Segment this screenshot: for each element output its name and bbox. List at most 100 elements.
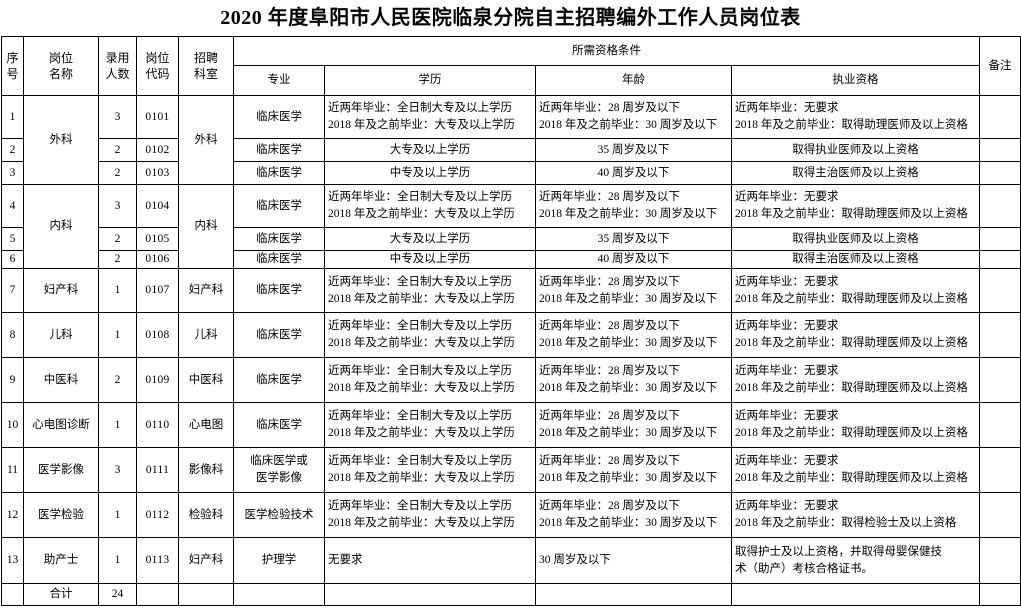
cell-remark — [979, 138, 1021, 162]
cell-major: 临床医学 — [233, 268, 325, 313]
cell-remark — [979, 492, 1021, 538]
cell-education: 无要求 — [324, 537, 536, 584]
cell-department: 检验科 — [178, 492, 234, 538]
cell-seq: 1 — [1, 95, 24, 139]
cell-education: 大专及以上学历 — [324, 227, 536, 251]
cell-remark — [979, 402, 1021, 448]
cell-post-name: 内科 — [23, 184, 99, 269]
cell-post-name: 中医科 — [23, 357, 99, 403]
cell-post-name: 助产士 — [23, 537, 99, 584]
cell-post-code: 0104 — [136, 184, 179, 228]
cell-post-name: 心电图诊断 — [23, 402, 99, 448]
cell-remark — [979, 268, 1021, 313]
major-line: 临床医学或 — [250, 455, 308, 468]
table-total-row: 合计 24 — [1, 583, 1021, 606]
license-line: 术（助产）考核合格证书。 — [735, 562, 873, 575]
cell-age: 近两年毕业：28 周岁及以下 2018 年及之前毕业：30 周岁及以下 — [535, 184, 732, 228]
header-post-name-line2: 名称 — [48, 67, 73, 81]
cell-post-name: 外科 — [23, 95, 99, 185]
cell-education: 中专及以上学历 — [324, 161, 536, 185]
cell-hire-count: 2 — [98, 250, 137, 269]
cell-major: 临床医学 — [233, 138, 325, 162]
age-line: 近两年毕业：28 周岁及以下 — [539, 500, 680, 513]
cell-education: 近两年毕业：全日制大专及以上学历 2018 年及之前毕业：大专及以上学历 — [324, 312, 536, 358]
cell-hire-count: 1 — [98, 312, 137, 358]
cell-age: 35 周岁及以下 — [535, 138, 732, 162]
cell-remark — [979, 250, 1021, 269]
cell-age: 35 周岁及以下 — [535, 227, 732, 251]
license-line: 2018 年及之前毕业：取得助理医师及以上资格 — [735, 382, 968, 394]
cell-education: 近两年毕业：全日制大专及以上学历 2018 年及之前毕业：大专及以上学历 — [324, 357, 536, 403]
cell-post-code: 0108 — [136, 312, 179, 358]
cell-hire-count: 3 — [98, 184, 137, 228]
cell-post-name: 医学影像 — [23, 447, 99, 493]
education-line: 2018 年及之前毕业：大专及以上学历 — [328, 119, 515, 131]
education-line: 近两年毕业：全日制大专及以上学历 — [328, 275, 512, 288]
cell-post-code: 0111 — [136, 447, 179, 493]
page-title: 2020 年度阜阳市人民医院临泉分院自主招聘编外工作人员岗位表 — [220, 7, 801, 29]
cell-major: 临床医学 — [233, 161, 325, 185]
age-line: 2018 年及之前毕业：30 周岁及以下 — [539, 382, 718, 394]
license-line: 近两年毕业：无要求 — [735, 275, 839, 288]
license-line: 近两年毕业：无要求 — [735, 455, 839, 468]
age-line: 近两年毕业：28 周岁及以下 — [539, 275, 680, 288]
cell-license: 近两年毕业：无要求 2018 年及之前毕业：取得助理医师及以上资格 — [731, 184, 980, 228]
education-line: 近两年毕业：全日制大专及以上学历 — [328, 191, 512, 204]
cell-license: 近两年毕业：无要求 2018 年及之前毕业：取得助理医师及以上资格 — [731, 268, 980, 313]
cell-age: 近两年毕业：28 周岁及以下 2018 年及之前毕业：30 周岁及以下 — [535, 268, 732, 313]
cell-age: 近两年毕业：28 周岁及以下 2018 年及之前毕业：30 周岁及以下 — [535, 447, 732, 493]
cell-post-name: 儿科 — [23, 312, 99, 358]
table-row: 11 医学影像 3 0111 影像科 临床医学或 医学影像 近两年毕业：全日制大… — [1, 447, 1021, 493]
cell-age: 40 周岁及以下 — [535, 250, 732, 269]
header-age: 年龄 — [535, 65, 732, 96]
cell-seq: 3 — [1, 161, 24, 185]
table-row: 13 助产士 1 0113 妇产科 护理学 无要求 30 周岁及以下 取得护士及… — [1, 537, 1021, 584]
cell-post-name: 妇产科 — [23, 268, 99, 313]
table-row: 8 儿科 1 0108 儿科 临床医学 近两年毕业：全日制大专及以上学历 201… — [1, 312, 1021, 358]
cell-major — [233, 583, 325, 606]
cell-remark — [979, 227, 1021, 251]
cell-education: 近两年毕业：全日制大专及以上学历 2018 年及之前毕业：大专及以上学历 — [324, 268, 536, 313]
cell-seq: 10 — [1, 402, 24, 448]
cell-major: 护理学 — [233, 537, 325, 584]
cell-remark — [979, 583, 1021, 606]
license-line: 近两年毕业：无要求 — [735, 410, 839, 423]
age-line: 近两年毕业：28 周岁及以下 — [539, 320, 680, 333]
table-row: 4 内科 3 0104 内科 临床医学 近两年毕业：全日制大专及以上学历 201… — [1, 184, 1021, 269]
header-hire-count: 录用 人数 — [98, 36, 137, 96]
cell-department: 中医科 — [178, 357, 234, 403]
cell-age: 近两年毕业：28 周岁及以下 2018 年及之前毕业：30 周岁及以下 — [535, 402, 732, 448]
cell-department: 内科 — [178, 184, 234, 269]
education-line: 2018 年及之前毕业：大专及以上学历 — [328, 472, 515, 484]
license-line: 近两年毕业：无要求 — [735, 102, 839, 115]
cell-post-code: 0110 — [136, 402, 179, 448]
cell-education: 大专及以上学历 — [324, 138, 536, 162]
education-line: 近两年毕业：全日制大专及以上学历 — [328, 102, 512, 115]
cell-age — [535, 583, 732, 606]
cell-hire-count: 3 — [98, 447, 137, 493]
cell-license: 近两年毕业：无要求 2018 年及之前毕业：取得助理医师及以上资格 — [731, 447, 980, 493]
age-line: 近两年毕业：28 周岁及以下 — [539, 102, 680, 115]
license-line: 近两年毕业：无要求 — [735, 191, 839, 204]
table-header-row-2: 专业 学历 年龄 执业资格 — [2, 65, 1021, 96]
license-line: 2018 年及之前毕业：取得助理医师及以上资格 — [735, 427, 968, 439]
table-row: 2 2 0102 临床医学 大专及以上学历 35 周岁及以下 取得执业医师及以上… — [1, 138, 1021, 162]
education-line: 2018 年及之前毕业：大专及以上学历 — [328, 208, 515, 220]
cell-license: 近两年毕业：无要求 2018 年及之前毕业：取得检验士及以上资格 — [731, 492, 980, 538]
header-post-code-line2: 代码 — [145, 67, 170, 81]
license-line: 2018 年及之前毕业：取得检验士及以上资格 — [735, 517, 957, 529]
cell-post-code: 0112 — [136, 492, 179, 538]
cell-major: 临床医学 — [233, 250, 325, 269]
education-line: 2018 年及之前毕业：大专及以上学历 — [328, 427, 515, 439]
table-header-row-1: 序 号 岗位 名称 录用 人数 岗位 代码 招聘 科室 — [1, 36, 1021, 96]
education-line: 2018 年及之前毕业：大专及以上学历 — [328, 292, 515, 305]
age-line: 2018 年及之前毕业：30 周岁及以下 — [539, 119, 718, 131]
cell-major: 临床医学 — [233, 402, 325, 448]
cell-major: 临床医学或 医学影像 — [233, 447, 325, 493]
recruitment-table: 序 号 岗位 名称 录用 人数 岗位 代码 招聘 科室 — [1, 36, 1021, 606]
cell-hire-count: 2 — [98, 357, 137, 403]
cell-major: 临床医学 — [233, 184, 325, 228]
cell-license: 取得护士及以上资格，并取得母婴保健技 术（助产）考核合格证书。 — [731, 537, 980, 584]
age-line: 近两年毕业：28 周岁及以下 — [539, 455, 680, 468]
